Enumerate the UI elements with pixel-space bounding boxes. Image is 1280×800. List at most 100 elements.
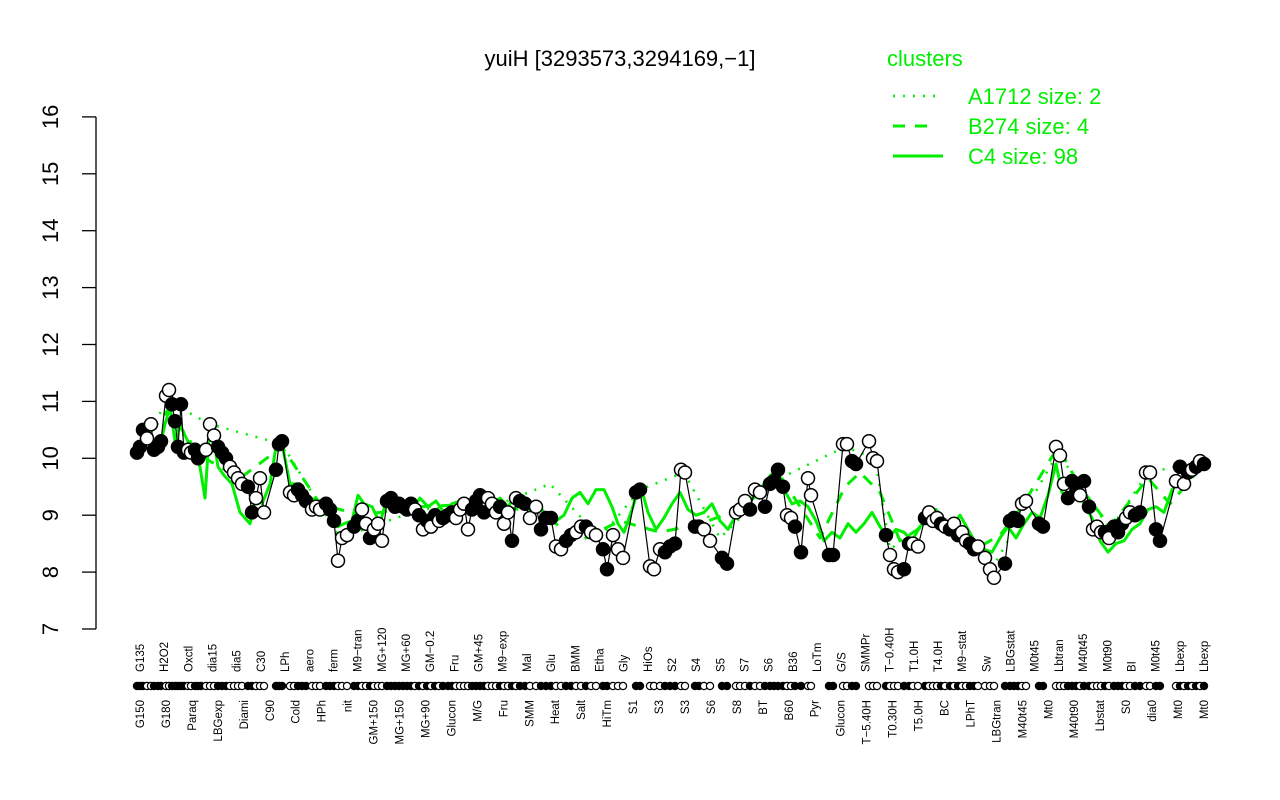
rug-marker bbox=[277, 681, 287, 691]
rug-marker bbox=[342, 681, 352, 691]
x-tick-label-top: aero bbox=[304, 649, 316, 672]
data-point bbox=[861, 433, 877, 449]
x-tick-label-top: S5 bbox=[715, 658, 727, 672]
x-tick-label-top: GM−0.2 bbox=[425, 631, 437, 672]
x-tick-label-bottom: S6 bbox=[706, 700, 718, 714]
x-tick-label-top: Lbexp bbox=[1199, 641, 1211, 672]
data-point bbox=[173, 396, 189, 412]
data-point bbox=[869, 453, 885, 469]
data-point bbox=[595, 542, 611, 557]
x-tick-label-bottom: Glucon bbox=[836, 700, 848, 736]
x-tick-label-bottom: G180 bbox=[161, 700, 173, 728]
legend-entry-a1712: A1712 size: 2 bbox=[968, 84, 1101, 109]
legend: clusters A1712 size: 2 B274 size: 4 C4 s… bbox=[887, 46, 1101, 169]
data-point bbox=[1196, 456, 1212, 472]
x-tick-label-top: S4 bbox=[691, 657, 703, 672]
x-tick-label-top: dia5 bbox=[232, 650, 244, 672]
x-tick-label-bottom: LPhT bbox=[965, 700, 977, 728]
x-tick-label-top: GM+45 bbox=[474, 634, 486, 672]
data-point bbox=[354, 502, 370, 517]
x-tick-label-bottom: S3 bbox=[654, 700, 666, 714]
x-tick-label-bottom: dia0 bbox=[1147, 700, 1159, 722]
data-point bbox=[161, 382, 177, 398]
data-point bbox=[1018, 493, 1034, 509]
data-point bbox=[615, 550, 631, 566]
x-tick-label-bottom: GM+150 bbox=[369, 700, 381, 744]
data-point bbox=[599, 562, 615, 577]
rug-marker bbox=[796, 681, 806, 691]
y-tick-label: 12 bbox=[38, 332, 63, 356]
data-point bbox=[374, 533, 390, 549]
x-tick-label-top: M9−stat bbox=[957, 630, 969, 672]
data-point bbox=[997, 556, 1013, 571]
x-tick-label-top: LBGstat bbox=[1006, 630, 1018, 672]
data-point bbox=[252, 470, 268, 486]
rug-marker bbox=[806, 681, 816, 691]
y-tick-label: 10 bbox=[38, 446, 63, 470]
y-tick-label: 9 bbox=[38, 509, 63, 521]
x-tick-label-top: S2 bbox=[667, 658, 679, 672]
data-point bbox=[742, 502, 758, 517]
data-point bbox=[240, 479, 256, 495]
x-tick-label-top: M0t90 bbox=[1102, 640, 1114, 672]
x-tick-label-bottom: HiTm bbox=[602, 700, 614, 727]
x-tick-label-top: Lbtran bbox=[1054, 639, 1066, 672]
x-tick-label-top: Lbexp bbox=[1175, 641, 1187, 672]
x-tick-label-top: dia15 bbox=[208, 644, 220, 672]
data-point bbox=[1076, 473, 1092, 489]
x-tick-label-top: Fru bbox=[449, 655, 461, 672]
x-tick-label-bottom: S0 bbox=[1121, 700, 1133, 714]
data-point bbox=[702, 533, 718, 549]
x-tick-label-bottom: G150 bbox=[135, 700, 147, 728]
x-axis-labels: G135 H2O2 Oxctl dia15 dia5 C30 LPh aero ferm M9−t… bbox=[135, 628, 1211, 745]
x-tick-label-bottom: S3 bbox=[680, 700, 692, 714]
data-points bbox=[129, 382, 1212, 586]
data-point bbox=[719, 556, 735, 571]
data-point bbox=[605, 527, 621, 543]
data-point bbox=[139, 431, 155, 446]
data-point bbox=[667, 536, 683, 551]
x-tick-label-bottom: Fru bbox=[498, 700, 510, 717]
rug-marker bbox=[680, 681, 690, 691]
x-rug bbox=[132, 681, 1209, 691]
data-point bbox=[1142, 465, 1158, 480]
data-point bbox=[500, 505, 516, 520]
rug-marker bbox=[635, 681, 645, 691]
x-tick-label-top: T4.0H bbox=[933, 641, 945, 672]
rug-marker bbox=[1155, 681, 1165, 691]
x-tick-label-bottom: B60 bbox=[784, 700, 796, 720]
data-point bbox=[274, 433, 290, 449]
data-point bbox=[632, 482, 648, 497]
x-tick-label-top: M9−tran bbox=[353, 629, 365, 672]
x-tick-label-bottom: C90 bbox=[265, 700, 277, 721]
data-point bbox=[839, 436, 855, 452]
chart-title: yuiH [3293573,3294169,−1] bbox=[485, 46, 756, 71]
data-point bbox=[522, 510, 538, 526]
x-tick-label-bottom: M/G bbox=[472, 700, 484, 722]
y-tick-label: 7 bbox=[38, 623, 63, 635]
x-tick-label-bottom: S8 bbox=[732, 700, 744, 714]
y-tick-label: 14 bbox=[38, 218, 63, 242]
x-tick-label-top: LPh bbox=[280, 652, 292, 672]
x-tick-label-bottom: nit bbox=[343, 699, 355, 712]
data-point bbox=[153, 433, 169, 449]
x-tick-label-bottom: Heat bbox=[550, 699, 562, 724]
data-point bbox=[986, 570, 1002, 586]
x-tick-label-top: M9−exp bbox=[498, 631, 510, 672]
data-point bbox=[248, 490, 264, 506]
rug-marker bbox=[1021, 681, 1031, 691]
x-tick-label-bottom: LBGtran bbox=[991, 700, 1003, 743]
data-point bbox=[268, 462, 284, 477]
x-tick-label-bottom: Paraq bbox=[187, 700, 199, 731]
rug-marker bbox=[851, 681, 861, 691]
y-tick-label: 13 bbox=[38, 275, 63, 299]
x-tick-label-top: MG+120 bbox=[377, 628, 389, 672]
data-point bbox=[167, 414, 183, 429]
data-point bbox=[198, 442, 214, 458]
x-tick-label-top: S6 bbox=[764, 658, 776, 672]
data-point bbox=[1052, 448, 1068, 463]
x-tick-label-top: BMM bbox=[570, 645, 582, 672]
x-tick-label-bottom: Glucon bbox=[446, 700, 458, 736]
y-tick-label: 8 bbox=[38, 566, 63, 578]
